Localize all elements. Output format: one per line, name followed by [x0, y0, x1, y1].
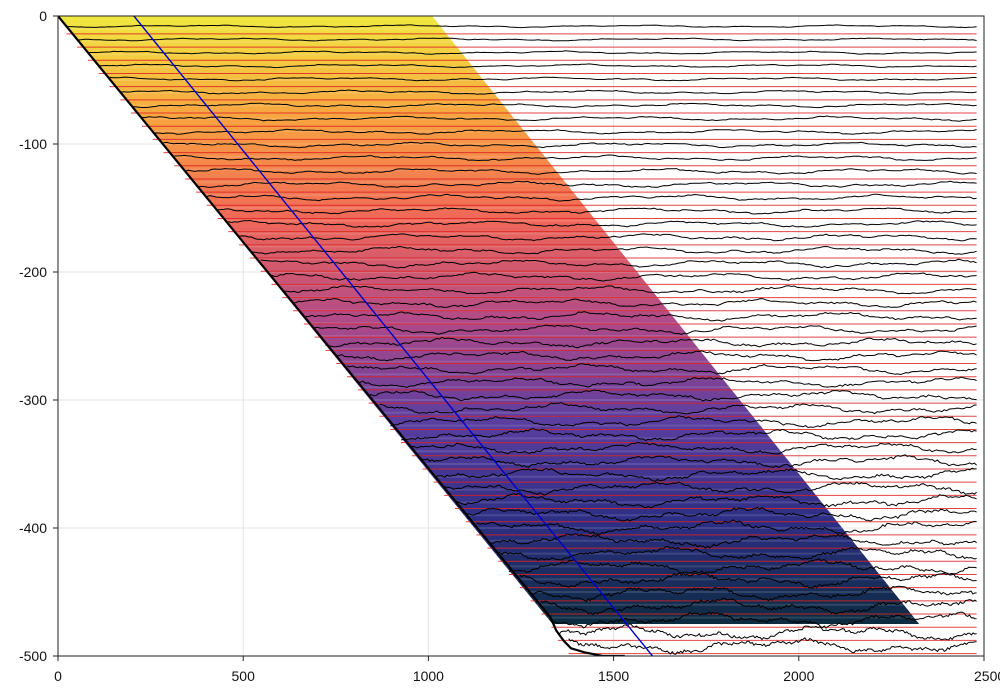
profile-line [433, 467, 977, 482]
profile-line [444, 481, 977, 496]
profile-line [519, 572, 977, 589]
colored-wedge [58, 16, 920, 624]
profile-line [141, 115, 977, 122]
profile-line [88, 50, 977, 55]
profile-line [487, 533, 977, 549]
y-tick-label: 0 [39, 8, 47, 24]
profile-line [152, 128, 977, 135]
y-tick-label: -500 [19, 648, 47, 664]
y-tick-label: -400 [19, 520, 47, 536]
y-tick-label: -100 [19, 136, 47, 152]
profile-line [293, 298, 977, 308]
profile-line [530, 585, 977, 603]
profile-line [109, 76, 977, 82]
x-tick-label: 1500 [598, 668, 629, 684]
profile-line [228, 219, 977, 228]
profile-line [77, 37, 977, 42]
profile-baselines [66, 33, 977, 655]
profile-lines [66, 24, 977, 655]
profile-line [336, 350, 977, 362]
profile-line [465, 506, 977, 522]
floor-boundary-line [58, 16, 625, 656]
profile-line [497, 545, 977, 561]
profile-line [174, 154, 977, 162]
profile-line [314, 324, 977, 336]
plot-frame [57, 15, 985, 657]
profile-line [411, 441, 977, 455]
profile-line [568, 637, 977, 655]
profile-line [260, 258, 977, 269]
profile-line [195, 180, 977, 188]
profile-line [422, 454, 977, 469]
profile-line [476, 519, 977, 536]
x-tick-label: 1000 [413, 668, 444, 684]
profile-line [249, 245, 977, 255]
x-tick-label: 0 [54, 668, 62, 684]
profile-line [163, 141, 977, 149]
profile-line [66, 24, 977, 29]
profile-line [541, 597, 977, 615]
profile-line [508, 557, 977, 575]
tick-marks [53, 15, 985, 661]
y-tick-label: -200 [19, 264, 47, 280]
profile-line [271, 271, 977, 282]
profile-line [454, 493, 977, 509]
profile-line [379, 401, 977, 415]
profile-line [390, 415, 977, 429]
profile-line [368, 389, 977, 402]
profile-line [551, 611, 977, 629]
y-axis: 0 -100 -200 -300 -400 -500 [19, 8, 47, 664]
profile-line [325, 336, 977, 349]
profile-line [131, 102, 977, 109]
blue-diagonal-line [133, 16, 654, 656]
profile-line [401, 427, 977, 442]
profile-line [217, 207, 977, 215]
profile-line [120, 89, 977, 95]
profile-line [282, 285, 977, 295]
profile-line [98, 63, 977, 69]
profile-line [239, 233, 977, 242]
profile-line [184, 168, 977, 175]
profile-line [346, 363, 977, 376]
x-tick-label: 500 [232, 668, 256, 684]
x-tick-label: 2000 [783, 668, 814, 684]
y-tick-label: -300 [19, 392, 47, 408]
profile-line [357, 376, 977, 389]
profile-line [303, 311, 977, 322]
profile-line [206, 193, 977, 202]
